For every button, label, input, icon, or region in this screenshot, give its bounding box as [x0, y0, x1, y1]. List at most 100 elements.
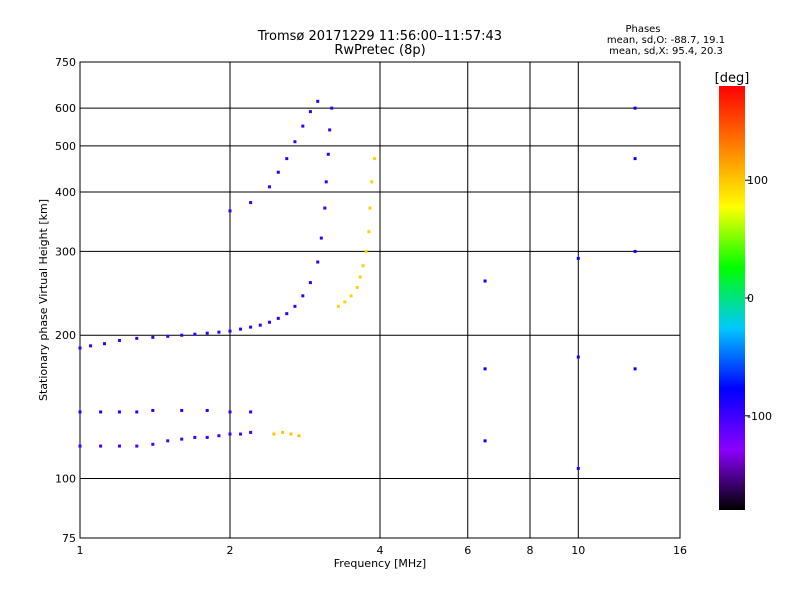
data-point	[99, 444, 103, 448]
data-points	[78, 99, 637, 470]
data-point	[633, 106, 637, 110]
data-point	[576, 256, 580, 260]
data-point	[281, 430, 285, 434]
data-point	[228, 329, 232, 333]
data-point	[217, 434, 221, 438]
series-trace	[228, 99, 320, 213]
stats-heading: Phases	[625, 24, 660, 35]
colorbar	[719, 86, 745, 510]
data-point	[483, 367, 487, 371]
data-point	[633, 367, 637, 371]
x-tick-label: 10	[571, 544, 585, 557]
chart-title: Tromsø 20171229 11:56:00–11:57:43	[257, 29, 502, 44]
data-point	[293, 140, 297, 144]
data-point	[276, 316, 280, 320]
x-tick-labels: 1 2 4 6 8 10 16	[77, 544, 688, 557]
data-point	[117, 444, 121, 448]
data-point	[330, 106, 334, 110]
x-tick-label: 1	[77, 544, 84, 557]
data-point	[289, 432, 293, 436]
y-tick-label: 750	[55, 56, 76, 69]
data-point	[267, 185, 271, 189]
data-point	[151, 442, 155, 446]
x-tick-label: 16	[673, 544, 687, 557]
x-tick-label: 2	[227, 544, 234, 557]
data-point	[217, 330, 221, 334]
series-trace	[483, 106, 637, 470]
colorbar-tick-label: 100	[747, 174, 768, 187]
y-tick-label: 200	[55, 329, 76, 342]
data-point	[576, 466, 580, 470]
data-point	[285, 312, 289, 316]
data-point	[228, 410, 232, 414]
data-point	[103, 342, 107, 346]
data-point	[205, 331, 209, 335]
data-point	[358, 275, 362, 279]
data-point	[355, 285, 359, 289]
data-point	[361, 264, 365, 268]
data-point	[336, 304, 340, 308]
data-point	[316, 260, 320, 264]
data-point	[135, 336, 139, 340]
data-point	[293, 304, 297, 308]
series-trace	[78, 408, 253, 414]
colorbar-tick-label: -100	[747, 410, 772, 423]
data-point	[285, 157, 289, 161]
data-point	[249, 430, 253, 434]
data-point	[228, 432, 232, 436]
x-axis-label: Frequency [MHz]	[334, 557, 426, 570]
data-point	[180, 333, 184, 337]
data-point	[343, 300, 347, 304]
data-point	[308, 281, 312, 285]
series-trace	[78, 430, 253, 448]
data-point	[135, 410, 139, 414]
data-point	[151, 408, 155, 412]
data-point	[301, 294, 305, 298]
y-tick-label: 600	[55, 102, 76, 115]
data-point	[364, 249, 368, 253]
data-point	[323, 206, 327, 210]
data-point	[373, 157, 377, 161]
data-point	[328, 128, 332, 132]
data-point	[117, 410, 121, 414]
data-point	[78, 346, 82, 350]
data-point	[368, 206, 372, 210]
data-point	[78, 410, 82, 414]
data-point	[205, 435, 209, 439]
data-point	[117, 338, 121, 342]
stats-o-line: mean, sd,O: -88.7, 19.1	[607, 35, 725, 46]
data-point	[239, 327, 243, 331]
data-point	[633, 157, 637, 161]
data-point	[135, 444, 139, 448]
plot-area	[78, 61, 681, 539]
data-point	[180, 408, 184, 412]
x-tick-label: 4	[377, 544, 384, 557]
data-point	[276, 170, 280, 174]
data-point	[301, 124, 305, 128]
data-point	[297, 434, 301, 438]
y-tick-label: 100	[55, 473, 76, 486]
series-trace	[78, 106, 334, 350]
grid	[80, 62, 680, 538]
data-point	[99, 410, 103, 414]
data-point	[249, 410, 253, 414]
x-tick-label: 6	[464, 544, 471, 557]
y-tick-label: 400	[55, 186, 76, 199]
chart-subtitle: RwPretec (8p)	[334, 43, 425, 58]
data-point	[78, 444, 82, 448]
data-point	[239, 432, 243, 436]
data-point	[633, 249, 637, 253]
y-axis-label: Stationary phase Virtual Height [km]	[37, 199, 50, 401]
series-trace	[336, 157, 377, 308]
data-point	[267, 320, 271, 324]
data-point	[316, 99, 320, 103]
data-point	[370, 180, 374, 184]
data-point	[205, 408, 209, 412]
data-point	[166, 334, 170, 338]
data-point	[228, 209, 232, 213]
data-point	[151, 335, 155, 339]
data-point	[308, 110, 312, 114]
y-tick-label: 500	[55, 140, 76, 153]
data-point	[258, 323, 262, 327]
